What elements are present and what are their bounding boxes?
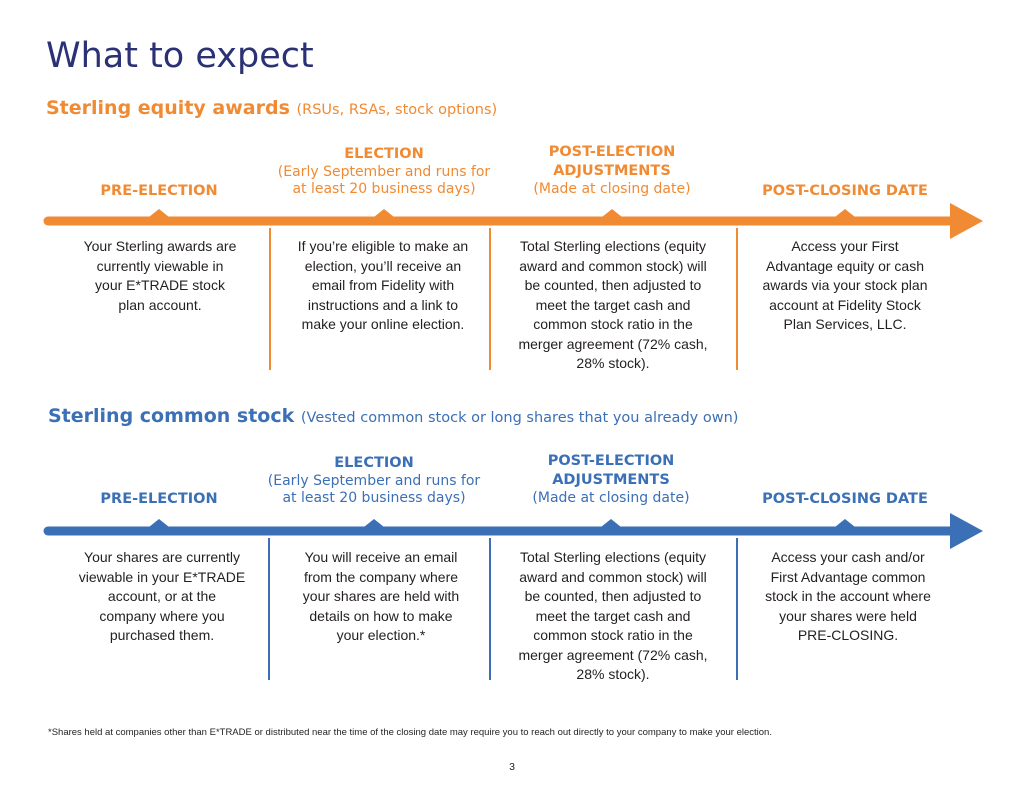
phase-note: (Made at closing date) <box>532 490 690 506</box>
phase-pre-election: PRE-ELECTION <box>29 490 289 509</box>
description-post-closing-date: Access your First Advantage equity or ca… <box>762 238 928 332</box>
phase-post-closing-date: POST-CLOSING DATE <box>715 490 975 509</box>
column-divider <box>489 538 491 680</box>
footnote: *Shares held at companies other than E*T… <box>48 727 772 738</box>
phase-election: ELECTION (Early September and runs for a… <box>254 145 514 198</box>
section-title-text: Sterling common stock <box>48 405 295 427</box>
column-divider <box>489 228 491 370</box>
column-divider <box>269 228 271 370</box>
phase-post-closing-date: POST-CLOSING DATE <box>715 182 975 201</box>
description-election: You will receive an email from the compa… <box>302 549 460 643</box>
phase-note: (Early September and runs for at least 2… <box>267 473 481 506</box>
phase-note: (Made at closing date) <box>533 181 691 197</box>
phase-election: ELECTION (Early September and runs for a… <box>244 454 504 507</box>
phase-name: ELECTION <box>334 455 414 471</box>
section-subtitle: (RSUs, RSAs, stock options) <box>296 102 498 118</box>
description-pre-election: Your shares are currently viewable in yo… <box>78 549 246 643</box>
section-title-equity-awards: Sterling equity awards (RSUs, RSAs, stoc… <box>46 97 497 119</box>
section-title-text: Sterling equity awards <box>46 97 290 119</box>
phase-name: POST-ELECTION ADJUSTMENTS <box>548 144 676 179</box>
phase-name: PRE-ELECTION <box>100 491 218 507</box>
phase-name: POST-CLOSING DATE <box>762 183 928 199</box>
phase-note: (Early September and runs for at least 2… <box>277 164 491 197</box>
description-post-election-adjustments: Total Sterling elections (equity award a… <box>518 549 708 682</box>
description-election: If you’re eligible to make an election, … <box>297 238 469 332</box>
phase-pre-election: PRE-ELECTION <box>29 182 289 201</box>
phase-name: POST-ELECTION ADJUSTMENTS <box>547 453 675 488</box>
phase-post-election-adjustments: POST-ELECTION ADJUSTMENTS (Made at closi… <box>482 143 742 198</box>
description-pre-election: Your Sterling awards are currently viewa… <box>83 238 237 313</box>
page-title: What to expect <box>46 36 314 76</box>
column-divider <box>736 538 738 680</box>
description-post-election-adjustments: Total Sterling elections (equity award a… <box>518 238 708 371</box>
phase-name: ELECTION <box>344 146 424 162</box>
phase-name: POST-CLOSING DATE <box>762 491 928 507</box>
description-post-closing-date: Access your cash and/or First Advantage … <box>765 549 931 643</box>
phase-post-election-adjustments: POST-ELECTION ADJUSTMENTS (Made at closi… <box>481 452 741 507</box>
page-number: 3 <box>509 761 515 773</box>
section-title-common-stock: Sterling common stock (Vested common sto… <box>48 405 738 427</box>
phase-name: PRE-ELECTION <box>100 183 218 199</box>
column-divider <box>736 228 738 370</box>
section-subtitle: (Vested common stock or long shares that… <box>300 410 739 426</box>
column-divider <box>268 538 270 680</box>
